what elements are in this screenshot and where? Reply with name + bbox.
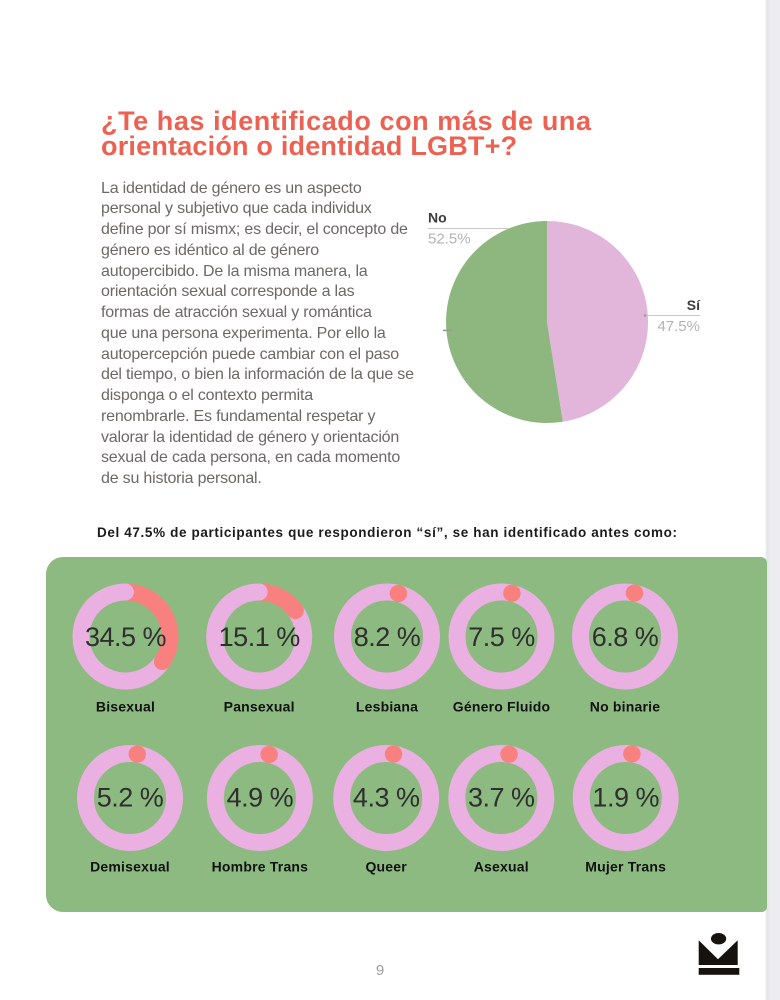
svg-text:4.9 %: 4.9 %	[227, 783, 294, 813]
svg-text:Sí: Sí	[687, 297, 701, 313]
svg-text:5.2 %: 5.2 %	[97, 783, 164, 813]
svg-text:No: No	[428, 210, 447, 226]
svg-text:Hombre Trans: Hombre Trans	[212, 859, 309, 875]
svg-text:Pansexual: Pansexual	[224, 698, 295, 714]
svg-text:Queer: Queer	[365, 859, 407, 875]
svg-text:3.7 %: 3.7 %	[468, 783, 535, 813]
svg-text:47.5%: 47.5%	[657, 318, 700, 335]
svg-text:7.5 %: 7.5 %	[468, 622, 535, 652]
svg-text:4.3 %: 4.3 %	[353, 783, 420, 813]
svg-text:34.5 %: 34.5 %	[85, 622, 167, 652]
svg-text:52.5%: 52.5%	[428, 231, 471, 248]
svg-text:Asexual: Asexual	[474, 859, 529, 875]
svg-text:Mujer Trans: Mujer Trans	[585, 859, 666, 875]
svg-text:No binarie: No binarie	[590, 698, 660, 714]
svg-text:15.1 %: 15.1 %	[219, 622, 301, 652]
svg-text:8.2 %: 8.2 %	[354, 622, 421, 652]
svg-text:Bisexual: Bisexual	[96, 698, 155, 714]
svg-text:1.9 %: 1.9 %	[592, 783, 659, 813]
svg-text:Demisexual: Demisexual	[90, 859, 170, 875]
svg-text:Lesbiana: Lesbiana	[356, 698, 418, 714]
svg-text:Género Fluido: Género Fluido	[453, 698, 551, 714]
svg-text:6.8 %: 6.8 %	[592, 622, 659, 652]
